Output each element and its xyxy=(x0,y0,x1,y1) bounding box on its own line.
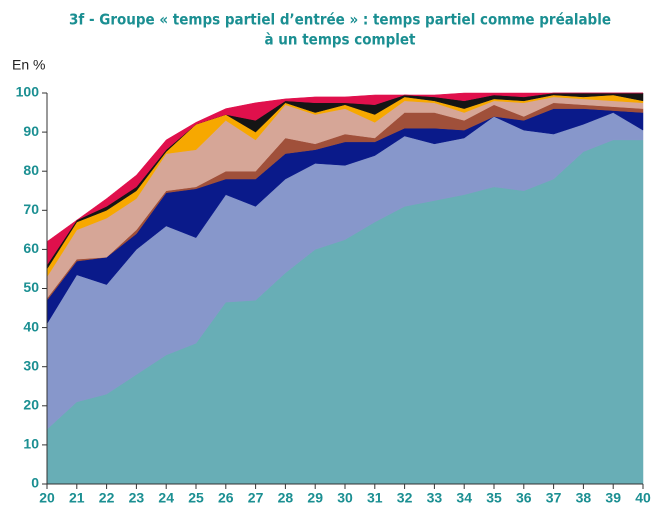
x-tick-label: 29 xyxy=(307,490,323,506)
y-tick-label: 100 xyxy=(16,84,40,100)
x-tick-label: 32 xyxy=(397,490,413,506)
x-tick-label: 23 xyxy=(129,490,145,506)
x-tick-label: 38 xyxy=(576,490,592,506)
x-tick-label: 22 xyxy=(99,490,115,506)
x-tick-label: 24 xyxy=(158,490,174,506)
y-tick-label: 40 xyxy=(23,318,39,334)
x-tick-label: 37 xyxy=(546,490,562,506)
x-tick-label: 21 xyxy=(69,490,85,506)
y-tick-label: 60 xyxy=(23,240,39,256)
x-tick-label: 31 xyxy=(367,490,383,506)
y-tick-label: 70 xyxy=(23,201,39,217)
x-tick-label: 25 xyxy=(188,490,204,506)
y-tick-label: 0 xyxy=(31,475,39,491)
chart-title: à un temps complet xyxy=(265,31,417,49)
x-tick-label: 36 xyxy=(516,490,532,506)
x-tick-label: 35 xyxy=(486,490,502,506)
x-tick-label: 28 xyxy=(278,490,294,506)
y-tick-label: 90 xyxy=(23,123,39,139)
x-tick-label: 33 xyxy=(427,490,443,506)
x-tick-label: 34 xyxy=(456,490,472,506)
x-tick-label: 27 xyxy=(248,490,264,506)
y-axis-label: En % xyxy=(12,57,45,73)
y-tick-label: 10 xyxy=(23,436,39,452)
y-tick-label: 20 xyxy=(23,397,39,413)
y-tick-label: 50 xyxy=(23,279,39,295)
x-tick-label: 40 xyxy=(635,490,651,506)
x-tick-label: 39 xyxy=(605,490,621,506)
x-tick-label: 30 xyxy=(337,490,353,506)
chart-title: 3f - Groupe « temps partiel d’entrée » :… xyxy=(69,11,611,29)
x-tick-label: 26 xyxy=(218,490,234,506)
y-tick-label: 80 xyxy=(23,162,39,178)
x-tick-label: 20 xyxy=(39,490,55,506)
y-tick-label: 30 xyxy=(23,357,39,373)
area xyxy=(46,92,643,266)
